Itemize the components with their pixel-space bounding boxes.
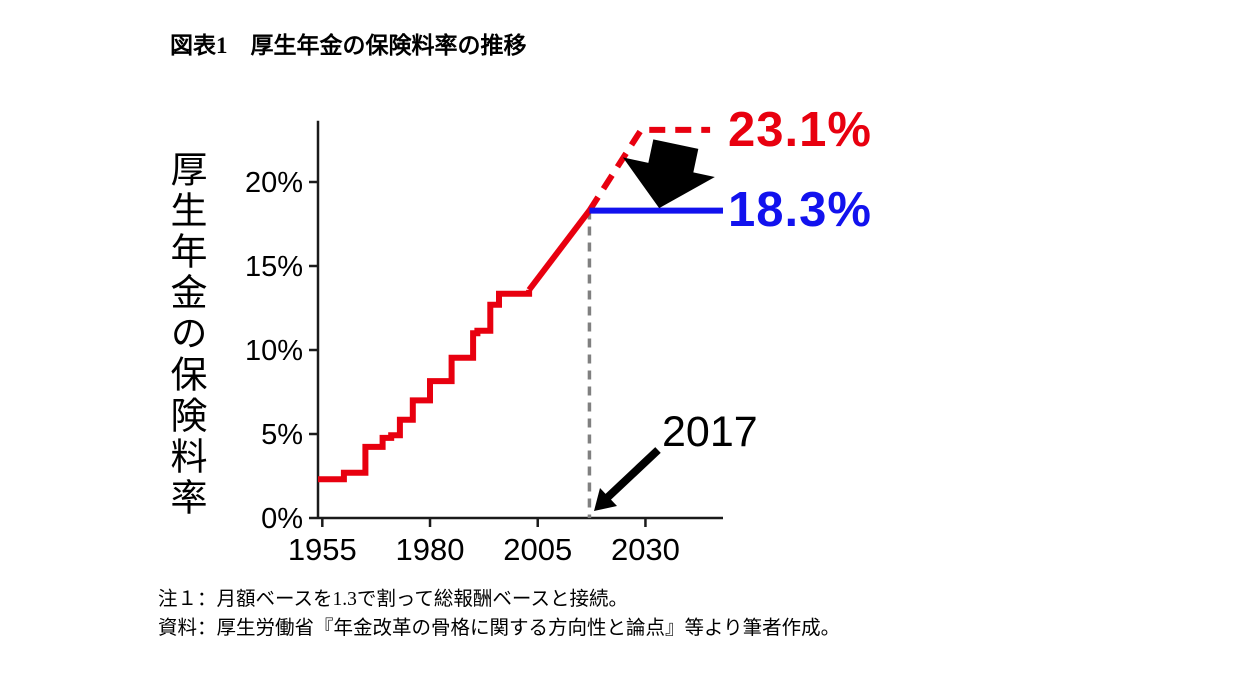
marker-year-label: 2017	[662, 408, 758, 456]
x-tick-label: 1980	[396, 532, 465, 567]
chart-title: 図表1 厚生年金の保険料率の推移	[170, 33, 527, 58]
y-tick-label: 5%	[261, 419, 303, 451]
series-actual-ramp	[526, 208, 592, 292]
y-axis-title: 厚生年金の保険料率	[165, 150, 206, 519]
y-tick-label: 10%	[245, 335, 303, 367]
y-tick-label: 0%	[261, 503, 303, 535]
year-pointer-arrow	[594, 447, 661, 511]
planned-rate-label: 23.1%	[728, 103, 872, 157]
series-planned-dashed	[586, 126, 711, 213]
y-tick-label: 20%	[245, 167, 303, 199]
series-actual-step	[318, 289, 533, 483]
x-tick-label: 2005	[503, 532, 572, 567]
x-tick-label: 2030	[611, 532, 680, 567]
note-1: 注１：月額ベースを1.3で割って総報酬ベースと接続。	[158, 589, 628, 610]
rate-drop-arrow	[622, 139, 715, 209]
y-tick-label: 15%	[245, 251, 303, 283]
fixed-rate-label: 18.3%	[728, 183, 872, 237]
x-tick-label: 1955	[288, 532, 357, 567]
plot-area: 0% 5% 10% 15% 20% 1955 1980 2005 2030	[245, 120, 723, 567]
note-2: 資料：厚生労働省『年金改革の骨格に関する方向性と論点』等より筆者作成。	[158, 618, 841, 639]
